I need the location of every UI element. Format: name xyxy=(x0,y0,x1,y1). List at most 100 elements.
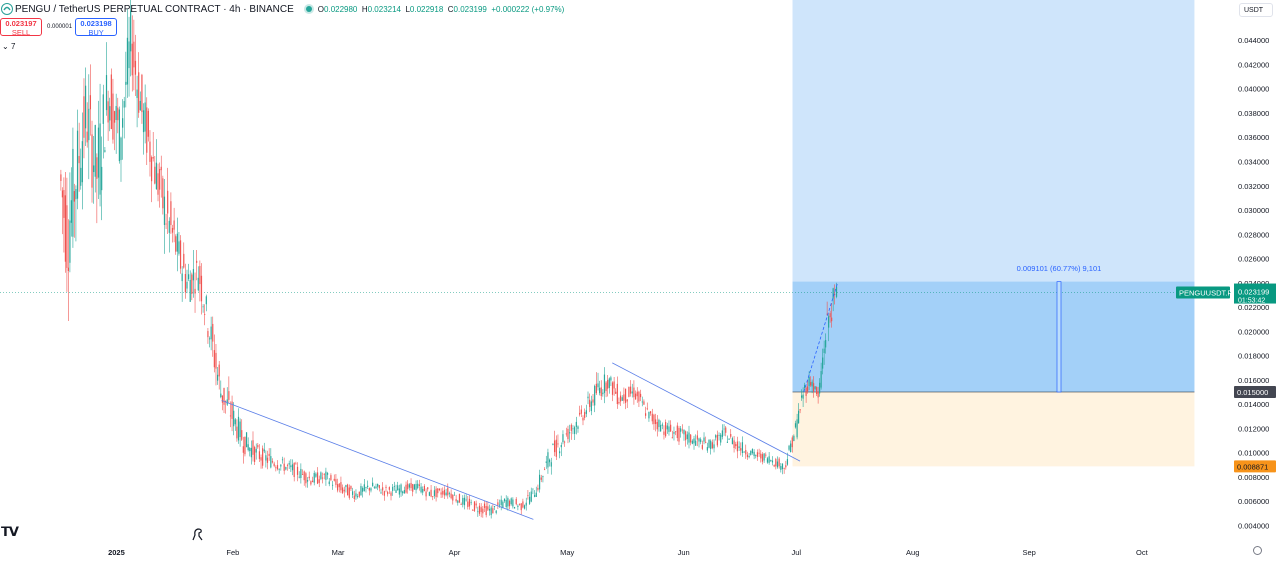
candle-body xyxy=(624,388,627,403)
market-open-icon xyxy=(305,6,312,12)
candle-body xyxy=(808,376,810,387)
candle-body xyxy=(794,423,797,428)
candle-body xyxy=(440,492,442,495)
candle-body xyxy=(678,427,680,442)
candle-body xyxy=(179,240,182,269)
entry-price-badge: 0.015000 xyxy=(1237,388,1268,397)
candle-body xyxy=(392,487,394,491)
currency-button[interactable]: USDT xyxy=(1239,3,1273,17)
candle-body xyxy=(653,414,655,425)
candle-body xyxy=(525,502,527,506)
candle-body xyxy=(345,485,347,488)
y-tick-label: 0.016000 xyxy=(1238,376,1269,385)
candle-body xyxy=(680,428,682,432)
candle-body xyxy=(298,476,300,478)
candle-body xyxy=(290,465,292,468)
candle-body xyxy=(405,484,407,493)
candle-body xyxy=(398,488,400,495)
candle-body xyxy=(84,85,87,129)
candle-body xyxy=(696,435,698,440)
candle-body xyxy=(415,484,417,491)
symbol-title[interactable]: PENGU / TetherUS PERPETUAL CONTRACT · 4h… xyxy=(15,3,294,15)
candle-body xyxy=(176,233,178,252)
profit-zone xyxy=(792,281,1195,392)
candle-body xyxy=(360,486,362,495)
candle-body xyxy=(88,108,90,141)
candle-body xyxy=(263,449,265,452)
candle-body xyxy=(695,440,697,446)
candle-body xyxy=(258,451,261,459)
candle-body xyxy=(362,488,364,492)
candle-body xyxy=(320,472,322,479)
indicators-count: 7 xyxy=(10,42,16,51)
tradingview-logo-icon[interactable]: 𝗧𝗩 xyxy=(1,524,19,539)
candle-body xyxy=(783,467,785,469)
candle-body xyxy=(210,326,212,340)
candle-body xyxy=(393,486,395,487)
candle-body xyxy=(567,428,569,440)
candle-body xyxy=(340,482,342,491)
candle-body xyxy=(154,166,156,184)
candle-body xyxy=(452,494,454,501)
candle-body xyxy=(665,422,667,437)
indicators-toggle[interactable]: ⌄ 7 xyxy=(2,42,15,51)
candle-body xyxy=(810,382,812,386)
candle-body xyxy=(171,227,174,233)
candle-body xyxy=(204,313,206,315)
candle-body xyxy=(86,131,88,143)
candle-body xyxy=(788,445,790,450)
candle-body xyxy=(512,499,514,507)
candle-body xyxy=(597,383,599,388)
candle-body xyxy=(142,110,145,133)
x-tick-label: Mar xyxy=(332,548,345,557)
settings-icon[interactable] xyxy=(1253,546,1262,555)
candle-body xyxy=(763,453,765,461)
candle-body xyxy=(189,279,191,302)
sell-button[interactable]: 0.023197 SELL xyxy=(0,18,42,37)
candle-body xyxy=(513,507,516,509)
candle-body xyxy=(265,455,267,461)
candle-body xyxy=(276,465,279,470)
candle-body xyxy=(395,489,397,493)
candle-body xyxy=(765,454,767,456)
candle-body xyxy=(442,491,444,495)
candle-body xyxy=(602,392,604,395)
candle-body xyxy=(691,440,693,444)
candle-body xyxy=(518,503,521,505)
candle-body xyxy=(225,400,227,402)
candle-body xyxy=(133,41,135,68)
candle-body xyxy=(254,447,256,462)
candle-body xyxy=(771,460,774,463)
candle-body xyxy=(208,338,211,340)
candle-body xyxy=(184,274,186,293)
candle-body xyxy=(223,388,225,405)
candle-body xyxy=(291,464,294,471)
candle-body xyxy=(676,425,678,439)
candle-body xyxy=(615,391,617,394)
candle-body xyxy=(473,501,476,511)
candle-body xyxy=(250,447,252,458)
candle-body xyxy=(407,483,409,490)
candle-body xyxy=(621,397,623,401)
candle-body xyxy=(417,483,419,489)
candle-body xyxy=(152,157,154,159)
candle-body xyxy=(330,475,332,481)
candle-body xyxy=(213,350,215,368)
candle-body xyxy=(173,220,175,230)
candle-body xyxy=(418,484,420,486)
candle-body xyxy=(646,408,648,410)
candle-body xyxy=(239,421,241,438)
x-tick-label: Jul xyxy=(791,548,801,557)
y-tick-label: 0.038000 xyxy=(1238,109,1269,118)
candle-body xyxy=(453,494,456,496)
candle-body xyxy=(430,489,432,497)
candle-body xyxy=(136,89,138,98)
candle-body xyxy=(631,391,633,394)
ohlc-values: O0.022980 H0.023214 L0.022918 C0.023199 … xyxy=(317,4,565,14)
candle-body xyxy=(569,432,571,434)
candle-body xyxy=(144,102,146,132)
candle-body xyxy=(590,401,592,412)
buy-button[interactable]: 0.023198 BUY xyxy=(75,18,118,37)
candle-body xyxy=(126,37,129,85)
